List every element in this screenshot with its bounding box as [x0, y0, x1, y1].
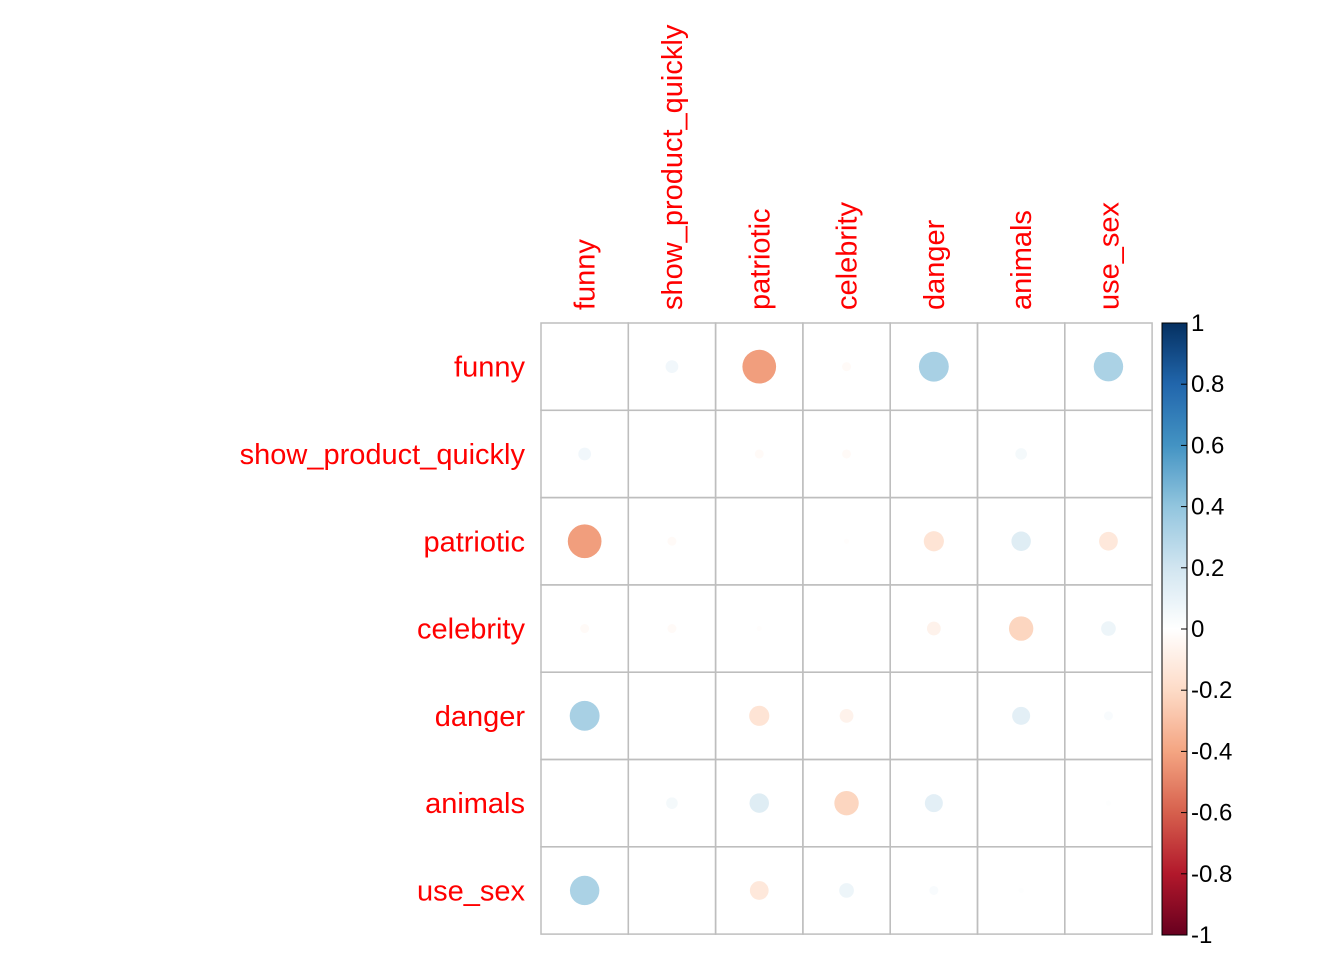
col-label-patriotic: patriotic [744, 208, 776, 310]
corr-circle-show_product_quickly-patriotic [754, 449, 764, 459]
row-label-funny: funny [454, 352, 525, 384]
grid-cell [976, 322, 1066, 412]
legend-tick-label: 0.4 [1191, 494, 1224, 521]
corr-circle-animals-show_product_quickly [666, 797, 678, 809]
grid-cell [976, 758, 1066, 848]
corr-circle-celebrity-funny [580, 624, 590, 634]
grid-cell [1064, 409, 1153, 499]
corr-circle-animals-celebrity [834, 790, 859, 816]
row-label-celebrity: celebrity [417, 614, 525, 646]
col-label-celebrity: celebrity [832, 202, 864, 310]
corr-circle-patriotic-show_product_quickly [667, 536, 677, 546]
corr-circle-patriotic-use_sex [1099, 531, 1118, 551]
row-label-show_product_quickly: show_product_quickly [240, 439, 526, 471]
grid-cell [889, 671, 979, 761]
col-label-animals: animals [1006, 210, 1038, 310]
corr-circle-danger-funny [569, 700, 600, 731]
grid-cell [540, 758, 630, 848]
row-labels: funny show_product_quickly patriotic celebr… [240, 352, 526, 908]
col-label-danger: danger [919, 219, 951, 310]
corr-circle-celebrity-use_sex [1101, 621, 1116, 636]
corr-circle-use_sex-danger [929, 885, 939, 895]
corr-circle-funny-danger [918, 351, 949, 382]
corr-circle-show_product_quickly-animals [1015, 448, 1027, 460]
corr-circle-patriotic-animals [1011, 531, 1031, 551]
legend-tick-label: -0.6 [1191, 800, 1232, 827]
grid-cell [889, 409, 979, 499]
grid-cell [714, 496, 804, 586]
row-label-use_sex: use_sex [417, 875, 526, 907]
grid-cell [540, 322, 630, 412]
corr-circle-celebrity-show_product_quickly [667, 624, 677, 634]
row-label-danger: danger [435, 701, 526, 733]
corr-circle-funny-celebrity [842, 362, 852, 372]
corr-circle-animals-use_sex [1105, 800, 1112, 806]
corr-circle-funny-show_product_quickly [665, 360, 679, 374]
corr-circle-danger-animals [1012, 706, 1031, 725]
corr-circle-show_product_quickly-funny [578, 447, 592, 461]
grid-cell [802, 584, 891, 673]
legend-tick-label: -0.8 [1191, 861, 1232, 888]
legend-tick-label: 0.8 [1191, 371, 1224, 398]
corr-circle-danger-celebrity [839, 708, 854, 723]
legend-tick-label: 0.6 [1191, 432, 1224, 459]
grid-cell [627, 846, 717, 935]
col-label-funny: funny [570, 239, 602, 310]
corr-circle-celebrity-patriotic [756, 625, 762, 632]
corr-circle-patriotic-funny [567, 524, 602, 559]
legend-tick-label: -1 [1191, 922, 1212, 949]
legend-tick-label: 0 [1191, 616, 1204, 643]
corr-circle-use_sex-celebrity [839, 883, 854, 898]
col-label-use_sex: use_sex [1093, 201, 1125, 310]
corr-circle-patriotic-celebrity [843, 538, 850, 544]
grid-cell [627, 409, 717, 499]
corr-circle-danger-patriotic [749, 705, 770, 726]
corr-circle-use_sex-funny [569, 875, 600, 906]
corr-circle-animals-danger [924, 794, 943, 813]
corr-circle-show_product_quickly-celebrity [842, 449, 852, 459]
legend-tick-label: 1 [1191, 310, 1204, 337]
grid-cell [1064, 846, 1153, 935]
legend-tick-label: -0.4 [1191, 738, 1232, 765]
col-label-show_product_quickly: show_product_quickly [657, 24, 689, 310]
grid [540, 322, 1153, 935]
corr-circle-animals-patriotic [749, 793, 769, 813]
corr-circle-funny-use_sex [1093, 351, 1124, 382]
corr-circle-celebrity-danger [926, 621, 941, 636]
color-legend: 1 0.8 0.6 0.4 0.2 0 -0.2 -0.4 -0.6 -0.8 -1 [1161, 310, 1232, 949]
grid-cell [627, 671, 717, 761]
corr-circle-use_sex-patriotic [749, 881, 769, 900]
row-label-patriotic: patriotic [423, 526, 525, 558]
legend-tick-label: -0.2 [1191, 677, 1232, 704]
corr-circle-use_sex-animals [1018, 887, 1024, 894]
corr-circle-danger-use_sex [1103, 711, 1113, 721]
corr-circle-celebrity-animals [1008, 616, 1034, 641]
correlation-circles [567, 349, 1124, 906]
column-labels: funny show_product_quickly patriotic celebr… [570, 24, 1126, 310]
legend-tick-label: 0.2 [1191, 555, 1224, 582]
corr-circle-patriotic-danger [923, 531, 944, 552]
corr-circle-funny-patriotic [742, 349, 777, 384]
row-label-animals: animals [425, 788, 525, 820]
